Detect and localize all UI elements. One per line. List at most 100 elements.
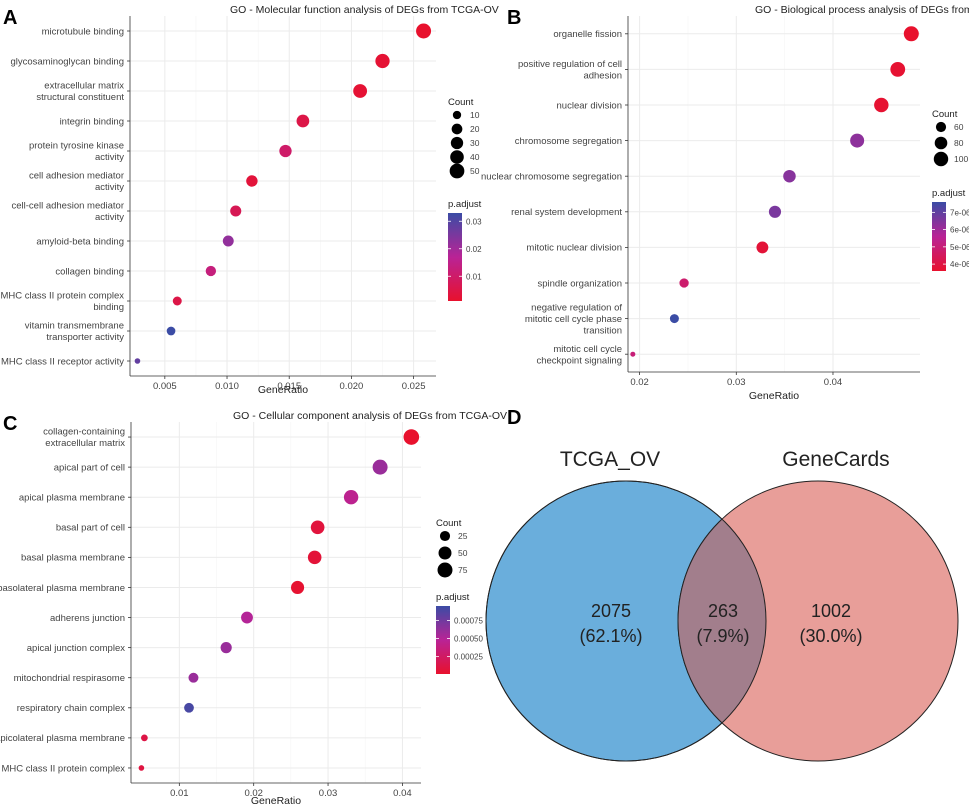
y-tick-label: chromosome segregation xyxy=(515,136,622,147)
y-tick-label-line: binding xyxy=(93,302,124,313)
y-tick-label: negative regulation of mitotic cell cycle… xyxy=(525,302,623,336)
x-tick-label: 0.04 xyxy=(824,377,843,388)
size-legend-key xyxy=(449,163,465,179)
x-tick-label: 0.02 xyxy=(244,788,263,799)
data-point xyxy=(307,550,322,565)
venn-set-label-right: GeneCards xyxy=(782,448,889,471)
color-legend-label: 5e-06 xyxy=(950,243,969,252)
size-legend-label: 80 xyxy=(954,138,964,148)
y-tick-label: basolateral plasma membrane xyxy=(0,583,125,594)
size-legend-key xyxy=(451,123,463,135)
y-tick-label: apicolateral plasma membrane xyxy=(0,733,125,744)
data-point xyxy=(184,702,194,713)
color-legend-label: 0.03 xyxy=(466,217,482,226)
y-tick-label-line: collagen-containing xyxy=(43,427,125,438)
data-point xyxy=(246,175,258,187)
y-tick-label: apical junction complex xyxy=(27,643,125,654)
color-legend-title: p.adjust xyxy=(436,592,470,603)
panel-d: D TCGA_OV GeneCards 2075 (62.1%) 263 (7.9%) 100… xyxy=(485,407,959,762)
data-point xyxy=(166,326,176,336)
y-tick-label: MHC class II protein complex xyxy=(1,763,125,774)
y-tick-label: nuclear chromosome segregation xyxy=(481,172,622,183)
color-legend-label: 0.02 xyxy=(466,245,482,254)
venn-count-right-only: 1002 xyxy=(811,601,851,621)
y-tick-label: basal plasma membrane xyxy=(21,553,125,564)
data-point xyxy=(890,62,906,77)
panel-letter: A xyxy=(3,7,17,29)
x-tick-label: 0.020 xyxy=(340,381,364,392)
data-point xyxy=(375,53,390,69)
data-point xyxy=(630,351,636,357)
chart-title: GO - Cellular component analysis of DEGs… xyxy=(233,410,507,422)
y-tick-label: amyloid-beta binding xyxy=(36,236,124,247)
data-point xyxy=(353,84,368,98)
data-point xyxy=(850,133,865,148)
y-tick-label: adherens junction xyxy=(50,613,125,624)
data-point xyxy=(372,459,388,475)
y-tick-label: integrin binding xyxy=(60,116,124,127)
color-legend-label: 0.00075 xyxy=(454,616,483,625)
x-tick-label: 0.03 xyxy=(727,377,746,388)
y-tick-label-line: mitotic cell cycle phase xyxy=(525,314,622,325)
y-tick-label-line: basal part of cell xyxy=(56,523,125,534)
grid xyxy=(130,16,436,376)
x-tick-label: 0.005 xyxy=(153,381,177,392)
y-tick-label: positive regulation of cell adhesion xyxy=(518,59,622,82)
size-legend-label: 75 xyxy=(458,565,468,575)
data-point xyxy=(138,765,145,771)
y-tick-label-line: vitamin transmembrane xyxy=(25,321,124,332)
size-legend-key xyxy=(452,110,462,120)
y-tick-label-line: transporter activity xyxy=(46,332,124,343)
size-legend-title: Count xyxy=(448,97,474,108)
y-tick-label-line: MHC class II protein complex xyxy=(0,291,124,302)
venn-percent-overlap: (7.9%) xyxy=(696,626,749,646)
color-legend-label: 7e-06 xyxy=(950,208,969,217)
size-legend-label: 40 xyxy=(470,152,480,162)
y-tick-label-line: amyloid-beta binding xyxy=(36,236,124,247)
y-tick-label-line: apical plasma membrane xyxy=(19,493,125,504)
y-tick-label-line: mitochondrial respirasome xyxy=(14,673,125,684)
x-axis-title: GeneRatio xyxy=(258,384,308,396)
data-point xyxy=(416,23,432,39)
data-point xyxy=(241,611,253,624)
data-point xyxy=(669,314,679,324)
size-legend-title: Count xyxy=(436,518,462,529)
data-point xyxy=(310,520,325,535)
y-tick-label-line: activity xyxy=(95,152,124,163)
x-axis-title: GeneRatio xyxy=(749,390,799,402)
y-tick-label-line: activity xyxy=(95,212,124,223)
color-legend-label: 0.00050 xyxy=(454,635,483,644)
y-tick-label-line: checkpoint signaling xyxy=(536,355,622,366)
size-legend-title: Count xyxy=(932,109,958,120)
color-legend-label: 0.00025 xyxy=(454,653,483,662)
y-tick-label-line: spindle organization xyxy=(537,278,622,289)
size-legend-label: 30 xyxy=(470,138,480,148)
y-tick-label-line: adhesion xyxy=(583,70,622,81)
y-tick-label-line: collagen binding xyxy=(55,266,124,277)
panel-letter: B xyxy=(507,7,521,29)
data-point xyxy=(756,241,769,254)
x-tick-label: 0.04 xyxy=(393,788,412,799)
y-tick-label-line: activity xyxy=(95,182,124,193)
y-tick-label: nuclear division xyxy=(557,100,622,111)
color-legend-label: 6e-06 xyxy=(950,226,969,235)
data-point xyxy=(343,490,359,505)
y-tick-label: mitotic nuclear division xyxy=(526,243,622,254)
size-legend-key xyxy=(439,530,451,542)
x-tick-label: 0.01 xyxy=(170,788,189,799)
data-point xyxy=(903,26,919,42)
y-tick-label: glycosaminoglycan binding xyxy=(10,56,124,67)
y-tick-label: MHC class II receptor activity xyxy=(1,356,124,367)
y-tick-label: MHC class II protein complex binding xyxy=(0,291,124,314)
color-legend-bar xyxy=(436,606,450,674)
size-legend-label: 25 xyxy=(458,531,468,541)
y-tick-label-line: apicolateral plasma membrane xyxy=(0,733,125,744)
y-tick-label-line: negative regulation of xyxy=(531,302,622,313)
y-tick-label: apical part of cell xyxy=(54,462,125,473)
y-tick-label-line: apical junction complex xyxy=(27,643,125,654)
y-tick-label-line: glycosaminoglycan binding xyxy=(10,56,124,67)
size-legend-key xyxy=(935,121,947,133)
y-tick-label: cell adhesion mediator activity xyxy=(29,171,124,194)
y-tick-label: collagen-containing extracellular matrix xyxy=(43,427,125,450)
y-tick-label: spindle organization xyxy=(537,278,622,289)
